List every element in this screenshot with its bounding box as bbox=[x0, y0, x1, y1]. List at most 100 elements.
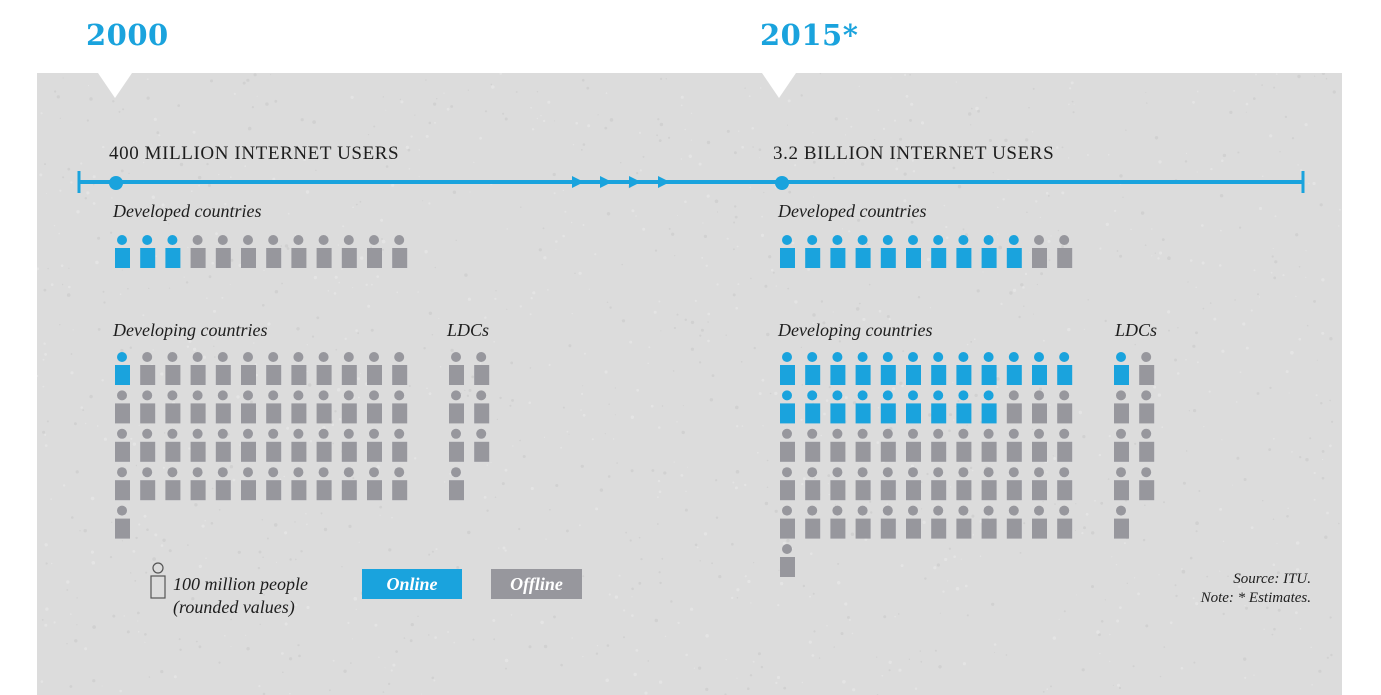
texture-speck bbox=[545, 538, 547, 540]
developed-online-person bbox=[115, 235, 130, 268]
texture-speck bbox=[40, 112, 43, 115]
texture-speck bbox=[760, 665, 764, 669]
texture-speck bbox=[650, 404, 654, 408]
texture-speck bbox=[1192, 100, 1195, 104]
texture-speck bbox=[1308, 182, 1310, 185]
texture-speck bbox=[582, 224, 585, 226]
texture-speck bbox=[1024, 272, 1028, 276]
texture-speck bbox=[1187, 281, 1189, 283]
texture-speck bbox=[858, 85, 860, 87]
texture-speck bbox=[837, 562, 840, 565]
texture-speck bbox=[741, 145, 745, 149]
texture-speck bbox=[924, 577, 927, 580]
texture-speck bbox=[1002, 198, 1005, 201]
developing-offline-person bbox=[341, 352, 357, 385]
texture-speck bbox=[71, 516, 74, 519]
texture-speck bbox=[1242, 322, 1246, 326]
texture-speck bbox=[553, 120, 555, 122]
texture-speck bbox=[749, 674, 753, 677]
developing-offline-person bbox=[1032, 505, 1047, 539]
texture-speck bbox=[614, 387, 617, 389]
texture-speck bbox=[876, 656, 878, 658]
texture-speck bbox=[1253, 674, 1255, 676]
texture-speck bbox=[1075, 594, 1077, 596]
texture-speck bbox=[266, 537, 269, 540]
texture-speck bbox=[733, 221, 736, 224]
texture-speck bbox=[636, 172, 639, 175]
texture-speck bbox=[1161, 426, 1164, 429]
texture-speck bbox=[218, 661, 221, 664]
texture-speck bbox=[294, 521, 296, 523]
texture-speck bbox=[111, 521, 113, 523]
texture-speck bbox=[358, 396, 360, 399]
year-2000-title: 2000 bbox=[86, 18, 169, 52]
developed-online-person bbox=[165, 235, 181, 268]
texture-speck bbox=[1313, 300, 1316, 303]
texture-speck bbox=[385, 109, 387, 111]
texture-speck bbox=[155, 255, 157, 257]
texture-speck bbox=[530, 486, 534, 491]
texture-speck bbox=[66, 642, 68, 645]
texture-speck bbox=[826, 327, 828, 329]
texture-speck bbox=[536, 91, 539, 93]
developed-offline-person bbox=[316, 235, 332, 268]
texture-speck bbox=[1050, 235, 1052, 237]
texture-speck bbox=[895, 420, 898, 422]
texture-speck bbox=[53, 224, 56, 227]
texture-speck bbox=[800, 346, 803, 348]
texture-speck bbox=[233, 92, 236, 95]
texture-speck bbox=[1009, 291, 1013, 295]
texture-speck bbox=[847, 616, 850, 619]
texture-speck bbox=[1052, 636, 1056, 640]
developing-online-person bbox=[830, 390, 846, 424]
developing-online-person bbox=[1006, 352, 1022, 385]
texture-speck bbox=[828, 493, 830, 496]
texture-speck bbox=[711, 374, 715, 377]
texture-speck bbox=[618, 574, 621, 577]
texture-speck bbox=[1221, 439, 1223, 441]
texture-speck bbox=[1036, 283, 1038, 286]
texture-speck bbox=[43, 342, 46, 345]
texture-speck bbox=[1137, 592, 1140, 596]
texture-speck bbox=[472, 638, 475, 641]
texture-speck bbox=[605, 678, 609, 683]
texture-speck bbox=[653, 310, 657, 314]
texture-speck bbox=[138, 523, 141, 526]
texture-speck bbox=[224, 634, 226, 637]
texture-speck bbox=[838, 340, 842, 343]
texture-speck bbox=[511, 399, 514, 402]
texture-speck bbox=[859, 150, 861, 152]
texture-speck bbox=[1032, 87, 1035, 90]
texture-speck bbox=[1195, 521, 1199, 525]
texture-speck bbox=[121, 269, 123, 271]
texture-speck bbox=[1087, 299, 1089, 301]
texture-speck bbox=[658, 300, 661, 303]
texture-speck bbox=[1318, 669, 1322, 673]
texture-speck bbox=[148, 287, 150, 290]
texture-speck bbox=[150, 147, 153, 151]
texture-speck bbox=[273, 523, 278, 527]
texture-speck bbox=[878, 309, 882, 313]
developing-offline-person bbox=[140, 390, 156, 424]
year-2015-title: 2015* bbox=[760, 18, 859, 52]
texture-speck bbox=[1116, 619, 1120, 623]
texture-speck bbox=[316, 316, 320, 320]
texture-speck bbox=[1099, 652, 1101, 655]
texture-speck bbox=[428, 202, 431, 205]
texture-speck bbox=[1329, 616, 1332, 619]
texture-speck bbox=[262, 304, 265, 307]
texture-speck bbox=[53, 621, 56, 624]
texture-speck bbox=[373, 125, 376, 128]
texture-speck bbox=[1315, 394, 1318, 397]
texture-speck bbox=[936, 563, 941, 567]
texture-speck bbox=[215, 232, 218, 236]
developing-offline-person bbox=[115, 467, 130, 501]
texture-speck bbox=[218, 173, 220, 176]
texture-speck bbox=[486, 509, 489, 512]
texture-speck bbox=[438, 317, 440, 320]
texture-speck bbox=[313, 275, 318, 280]
texture-speck bbox=[581, 392, 584, 395]
texture-speck bbox=[95, 260, 99, 265]
texture-speck bbox=[581, 78, 585, 82]
texture-speck bbox=[955, 81, 958, 83]
